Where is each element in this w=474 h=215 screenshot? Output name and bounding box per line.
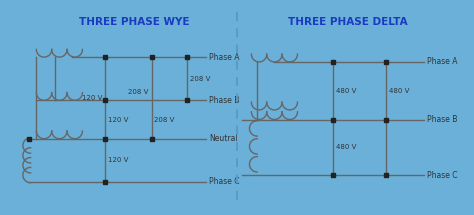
Text: 480 V: 480 V [336, 88, 356, 94]
Text: 120 V: 120 V [109, 157, 129, 163]
Text: Neutral: Neutral [209, 134, 238, 143]
Text: THREE PHASE WYE: THREE PHASE WYE [79, 17, 190, 27]
Text: Phase B: Phase B [427, 115, 457, 124]
Text: 208 V: 208 V [128, 89, 149, 95]
Text: Phase A: Phase A [209, 53, 240, 62]
Text: THREE PHASE DELTA: THREE PHASE DELTA [288, 17, 407, 27]
Text: Phase C: Phase C [209, 177, 240, 186]
Text: 120 V: 120 V [82, 95, 102, 101]
Text: 480 V: 480 V [389, 88, 409, 94]
Text: Phase B: Phase B [209, 96, 239, 105]
Text: Phase A: Phase A [427, 57, 457, 66]
Text: 208 V: 208 V [190, 76, 210, 82]
Text: Phase C: Phase C [427, 171, 457, 180]
Text: 480 V: 480 V [336, 144, 356, 150]
Text: 120 V: 120 V [109, 117, 129, 123]
Text: 208 V: 208 V [155, 117, 175, 123]
